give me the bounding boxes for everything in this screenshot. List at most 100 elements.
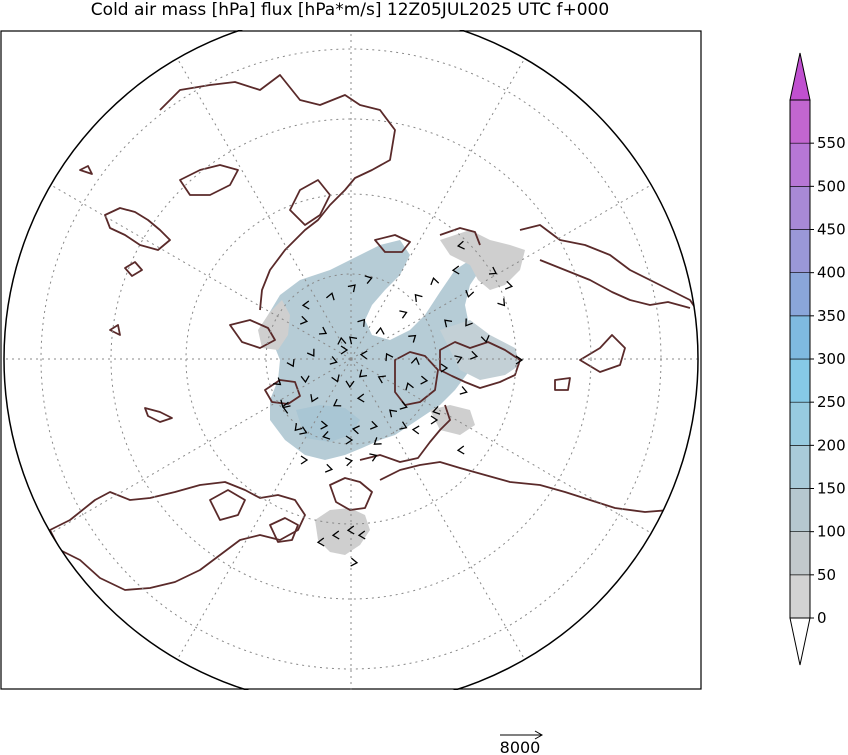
- colorbar-band: [789, 445, 811, 489]
- flux-vector-glyph: [345, 380, 355, 389]
- flux-vector-glyph: [515, 355, 524, 365]
- flux-vector-glyph: [310, 394, 319, 403]
- flux-vector-glyph: [301, 300, 310, 310]
- colorbar-band: [789, 142, 811, 187]
- flux-vector-glyph: [459, 386, 468, 395]
- flux-vector-glyph: [347, 284, 356, 293]
- flux-vector-glyph: [411, 425, 420, 435]
- flux-vector-glyph: [331, 530, 340, 540]
- flux-vector-glyph: [369, 420, 379, 430]
- flux-vector-glyph: [456, 445, 465, 455]
- flux-vector-glyph: [316, 537, 325, 547]
- flux-vector-glyph: [359, 350, 368, 360]
- flux-vector-glyph: [389, 409, 398, 418]
- colorbar-band: [789, 99, 811, 144]
- colorbar-band: [789, 574, 811, 619]
- colorbar-tick-label: 500: [817, 177, 846, 195]
- flux-vector-glyph: [488, 266, 498, 275]
- flux-vector-glyph: [346, 525, 355, 535]
- flux-vector-glyph: [369, 453, 378, 462]
- flux-vector-glyph: [337, 336, 347, 345]
- flux-vector-glyph: [324, 463, 334, 473]
- flux-vector-glyph: [465, 289, 475, 298]
- flux-vector-glyph: [430, 277, 440, 286]
- flux-vector-glyph: [345, 457, 354, 467]
- colorbar-band: [789, 186, 811, 230]
- flux-vector-glyph: [322, 430, 331, 440]
- flux-vector-glyph: [299, 426, 308, 435]
- colorbar-tick-label: 50: [817, 566, 836, 584]
- flux-vector-glyph: [332, 398, 342, 407]
- flux-vector-glyph: [451, 265, 460, 275]
- colorbar-tick-label: 350: [817, 307, 846, 325]
- reference-arrow-head: [534, 730, 544, 740]
- flux-vector-glyph: [364, 275, 373, 285]
- colorbar-band: [789, 401, 811, 446]
- colorbar-extend-high: [789, 52, 811, 101]
- polar-stereographic-map: [0, 30, 702, 690]
- flux-vector-glyph: [465, 318, 473, 327]
- flux-vector-glyph: [329, 356, 338, 365]
- colorbar-band: [789, 315, 811, 360]
- flux-vector-glyph: [405, 382, 414, 391]
- flux-vector-glyph: [480, 335, 490, 344]
- flux-vector-glyph: [325, 292, 335, 301]
- flux-vector-glyph: [300, 455, 309, 465]
- flux-vector-glyph: [430, 415, 439, 425]
- flux-vector-glyph: [469, 350, 479, 360]
- flux-vector-glyph: [440, 363, 449, 373]
- colorbar-tick-label: 100: [817, 523, 846, 541]
- flux-vector-glyph: [385, 352, 394, 362]
- colorbar-tick-label: 400: [817, 264, 846, 282]
- flux-vector-glyph: [351, 425, 360, 435]
- reference-vector: 8000: [500, 730, 544, 755]
- map-boundary-circle: [3, 30, 699, 690]
- flux-vector-glyph: [331, 374, 340, 383]
- flux-vector-glyph: [349, 336, 358, 345]
- flux-vector-glyph: [294, 423, 303, 432]
- colorbar-band: [789, 272, 811, 317]
- colorbar-band: [789, 229, 811, 273]
- flux-vector-glyph: [410, 356, 420, 366]
- flux-vector-glyph: [456, 240, 465, 250]
- flux-vector-glyph: [432, 405, 441, 415]
- coastlines: [49, 74, 698, 591]
- colorbar-tick-label: 550: [817, 134, 846, 152]
- flux-vector-glyph: [399, 401, 408, 410]
- map-title: Cold air mass [hPa] flux [hPa*m/s] 12Z05…: [90, 0, 610, 20]
- graticule: [4, 30, 698, 690]
- colorbar-tick-label: 200: [817, 436, 846, 454]
- flux-vector-glyph: [408, 334, 417, 343]
- colorbar-band: [789, 531, 811, 576]
- colorbar: 0 50 100 150 200 250 300 350 400 450 500 550: [789, 52, 846, 666]
- colorbar-tick-label: 250: [817, 393, 846, 411]
- flux-vector-glyph: [340, 345, 349, 355]
- colorbar-extend-low: [789, 617, 811, 666]
- flux-vector-glyph: [306, 348, 315, 357]
- flux-vector-glyph: [373, 437, 382, 445]
- flux-vector-glyph: [350, 557, 359, 567]
- flux-vector-glyph: [273, 377, 282, 386]
- flux-vector-glyph: [420, 375, 429, 385]
- colorbar-tick-label: 450: [817, 221, 846, 239]
- flux-vector-glyph: [375, 326, 385, 335]
- flux-vector-glyph: [357, 530, 366, 540]
- flux-vector-glyph: [444, 319, 453, 328]
- flux-vector-glyph: [282, 405, 291, 414]
- reference-vector-label: 8000: [500, 738, 541, 755]
- flux-vector-glyph: [320, 420, 329, 430]
- flux-vector-glyph: [299, 315, 309, 325]
- flux-vector-glyph: [357, 318, 366, 327]
- colorbar-band: [789, 358, 811, 403]
- flux-vector-glyph: [286, 359, 295, 368]
- colorbar-tick-label: 150: [817, 480, 846, 498]
- flux-vectors: [273, 240, 524, 567]
- flux-vector-glyph: [497, 298, 506, 307]
- flux-vector-glyph: [399, 310, 408, 319]
- cold-air-mass-shading: [258, 230, 525, 555]
- flux-vector-glyph: [300, 375, 310, 384]
- flux-vector-glyph: [358, 369, 368, 378]
- colorbar-tick-label: 300: [817, 350, 846, 368]
- flux-vector-glyph: [280, 399, 289, 408]
- flux-vector-glyph: [504, 280, 514, 290]
